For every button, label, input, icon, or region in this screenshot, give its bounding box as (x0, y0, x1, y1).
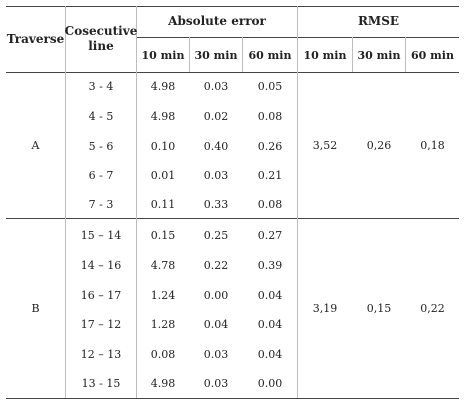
line-cell: 6 - 7 (88, 169, 114, 182)
abs-30min-cell: 0.22 (203, 259, 229, 272)
abs-60min-cell: 0.04 (257, 318, 283, 331)
abs-60min-cell: 0.26 (257, 140, 283, 153)
col-sep-abs30 (242, 37, 243, 72)
subheader-rmse-60min: 60 min (411, 48, 454, 62)
abs-60min-cell: 0.27 (257, 229, 283, 242)
rmse-a-60min: 0,18 (420, 138, 445, 152)
abs-10min-cell: 4.98 (150, 377, 176, 390)
line-cell: 3 - 4 (88, 80, 114, 93)
col-sep-abs10 (189, 37, 190, 72)
abs-30min-cell: 0.02 (203, 110, 229, 123)
col-sep-rmse30 (405, 37, 406, 72)
abs-60min-cell: 0.21 (257, 169, 283, 182)
abs-60min-cell: 0.08 (257, 110, 283, 123)
abs-60min-cell: 0.04 (257, 348, 283, 361)
header-rmse: RMSE (357, 14, 400, 28)
abs-60min-cell: 0.39 (257, 259, 283, 272)
col-sep-traverse (65, 6, 66, 398)
abs-30min-cell: 0.03 (203, 348, 229, 361)
line-cell: 4 - 5 (88, 110, 114, 123)
abs-30min-cell: 0.03 (203, 80, 229, 93)
header-traverse: Traverse (6, 31, 65, 46)
col-sep-rmse10 (352, 37, 353, 72)
abs-60min-cell: 0.05 (257, 80, 283, 93)
abs-60min-cell: 0.04 (257, 289, 283, 302)
table-top-rule (6, 6, 459, 7)
abs-10min-cell: 0.11 (150, 198, 176, 211)
line-cell: 12 – 13 (80, 348, 122, 361)
col-sep-line (136, 6, 137, 398)
rmse-b-60min: 0,22 (420, 302, 445, 315)
abs-60min-cell: 0.08 (257, 198, 283, 211)
abs-10min-cell: 1.28 (150, 318, 176, 331)
subheader-abs-10min: 10 min (141, 48, 185, 62)
group-divider-rule (6, 218, 459, 219)
line-cell: 7 - 3 (88, 198, 114, 211)
subheader-rmse-30min: 30 min (357, 48, 401, 62)
rmse-a-30min: 0,26 (366, 138, 392, 152)
line-cell: 13 - 15 (81, 377, 121, 390)
abs-10min-cell: 0.08 (150, 348, 176, 361)
abs-10min-cell: 0.15 (150, 229, 176, 242)
abs-10min-cell: 0.01 (150, 169, 176, 182)
header-absolute-error: Absolute error (168, 14, 266, 28)
table-bottom-rule (6, 398, 459, 399)
header-line: Cosecutive line (64, 24, 138, 53)
abs-30min-cell: 0.03 (203, 377, 229, 390)
abs-10min-cell: 4.98 (150, 80, 176, 93)
line-cell: 15 – 14 (80, 229, 122, 242)
abs-10min-cell: 0.10 (150, 140, 176, 153)
abs-30min-cell: 0.00 (203, 289, 229, 302)
abs-30min-cell: 0.25 (203, 229, 229, 242)
abs-10min-cell: 1.24 (150, 289, 176, 302)
header-bottom-rule (6, 72, 459, 73)
abs-30min-cell: 0.04 (203, 318, 229, 331)
abs-10min-cell: 4.78 (150, 259, 176, 272)
rmse-a-10min: 3,52 (312, 138, 338, 152)
line-cell: 16 – 17 (80, 289, 122, 302)
subheader-abs-60min: 60 min (248, 48, 292, 62)
rmse-b-30min: 0,15 (366, 302, 392, 315)
line-cell: 5 - 6 (88, 140, 114, 153)
line-cell: 14 – 16 (80, 259, 122, 272)
col-sep-abs-rmse (297, 6, 298, 398)
abs-60min-cell: 0.00 (257, 377, 283, 390)
line-cell: 17 – 12 (80, 318, 122, 331)
abs-30min-cell: 0.03 (203, 169, 229, 182)
traverse-a-label: A (31, 138, 40, 152)
subheader-abs-30min: 30 min (194, 48, 238, 62)
rmse-b-10min: 3,19 (312, 302, 338, 315)
subheader-rmse-10min: 10 min (303, 48, 347, 62)
abs-30min-cell: 0.40 (203, 140, 229, 153)
abs-10min-cell: 4.98 (150, 110, 176, 123)
abs-30min-cell: 0.33 (203, 198, 229, 211)
traverse-b-label: B (31, 302, 40, 315)
